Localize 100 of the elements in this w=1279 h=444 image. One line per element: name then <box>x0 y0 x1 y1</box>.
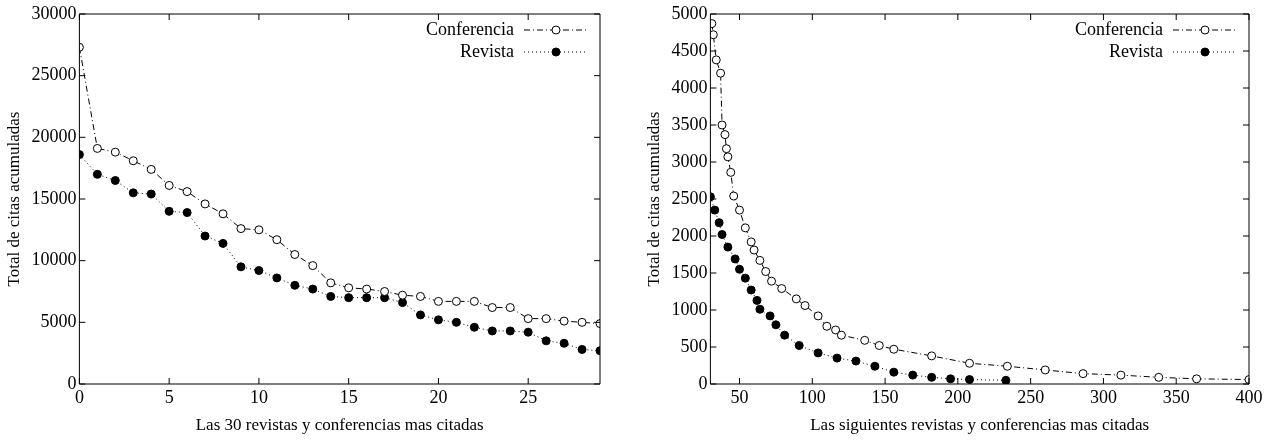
x-tick-label: 25 <box>519 386 538 407</box>
point <box>433 315 443 325</box>
y-tick-label: 2000 <box>671 224 708 245</box>
point <box>523 314 533 324</box>
point <box>730 254 740 264</box>
point <box>1040 365 1050 375</box>
point <box>908 370 918 380</box>
point <box>505 326 515 336</box>
point <box>128 188 138 198</box>
point <box>308 261 318 271</box>
point <box>110 147 120 157</box>
y-tick-label: 3000 <box>671 150 708 171</box>
point <box>182 187 192 197</box>
point <box>415 310 425 320</box>
point <box>765 311 775 321</box>
x-axis-title: Las siguientes revistas y conferencias mas citadas <box>810 415 1150 435</box>
point <box>927 351 937 361</box>
point <box>800 301 810 311</box>
point <box>541 314 551 324</box>
point <box>92 143 102 153</box>
y-tick-label: 25000 <box>31 64 77 85</box>
point <box>860 335 870 345</box>
point <box>92 169 102 179</box>
point <box>761 267 771 277</box>
point <box>272 235 282 245</box>
point <box>308 284 318 294</box>
y-tick-label: 0 <box>698 372 708 393</box>
point <box>380 287 390 296</box>
point <box>721 144 731 154</box>
point <box>577 344 587 354</box>
point <box>1002 361 1012 371</box>
point <box>1078 369 1088 379</box>
y-tick-label: 500 <box>680 335 708 356</box>
x-tick-label: 50 <box>730 386 749 407</box>
point <box>749 245 759 255</box>
point <box>767 276 777 286</box>
x-tick-label: 400 <box>1235 386 1263 407</box>
point <box>326 278 336 288</box>
point <box>164 180 174 190</box>
point <box>451 296 461 306</box>
point <box>746 237 756 247</box>
point <box>362 284 372 294</box>
legend-label: Conferencia <box>1075 18 1164 39</box>
point <box>218 209 228 219</box>
y-tick-label: 20000 <box>31 126 77 147</box>
point <box>110 176 120 185</box>
point <box>398 298 408 308</box>
point <box>272 273 282 283</box>
point <box>746 285 756 295</box>
point <box>146 189 156 199</box>
point <box>752 295 762 305</box>
point <box>1154 372 1164 382</box>
point <box>714 218 724 228</box>
point <box>164 206 174 216</box>
point <box>200 231 210 241</box>
point <box>965 358 975 368</box>
y-tick-label: 4000 <box>671 76 708 97</box>
point <box>290 280 300 290</box>
point <box>523 327 533 337</box>
point <box>780 330 790 340</box>
y-tick-label: 3500 <box>671 113 708 134</box>
x-tick-label: 150 <box>871 386 899 407</box>
x-axis-title: Las 30 revistas y conferencias mas citadas <box>195 415 484 435</box>
point <box>469 296 479 306</box>
point <box>254 225 264 235</box>
point <box>927 372 937 382</box>
point <box>874 341 884 351</box>
y-tick-label: 5000 <box>671 2 708 23</box>
point <box>577 317 587 327</box>
point <box>836 330 846 340</box>
x-tick-label: 15 <box>339 386 358 407</box>
point <box>740 273 750 283</box>
point <box>735 205 745 215</box>
x-tick-label: 5 <box>164 386 174 407</box>
point <box>290 250 300 259</box>
point <box>965 375 975 384</box>
point <box>717 120 727 130</box>
y-tick-label: 0 <box>67 372 77 393</box>
point <box>889 344 899 354</box>
x-tick-label: 350 <box>1162 386 1190 407</box>
point <box>822 321 832 331</box>
point <box>710 205 720 215</box>
point <box>831 325 841 335</box>
point <box>851 356 861 366</box>
y-tick-label: 2500 <box>671 187 708 208</box>
point <box>740 223 750 233</box>
point <box>832 353 842 363</box>
point <box>398 290 408 300</box>
point <box>870 361 880 371</box>
point <box>711 55 721 65</box>
point <box>720 130 730 140</box>
point <box>451 317 461 327</box>
y-axis-title: Total de citas acumuladas <box>3 111 23 287</box>
point <box>729 191 739 201</box>
point <box>710 30 718 40</box>
y-tick-label: 1500 <box>671 261 708 282</box>
y-tick-label: 30000 <box>31 2 77 23</box>
y-tick-label: 15000 <box>31 187 77 208</box>
x-tick-label: 250 <box>1017 386 1045 407</box>
point <box>889 367 899 377</box>
